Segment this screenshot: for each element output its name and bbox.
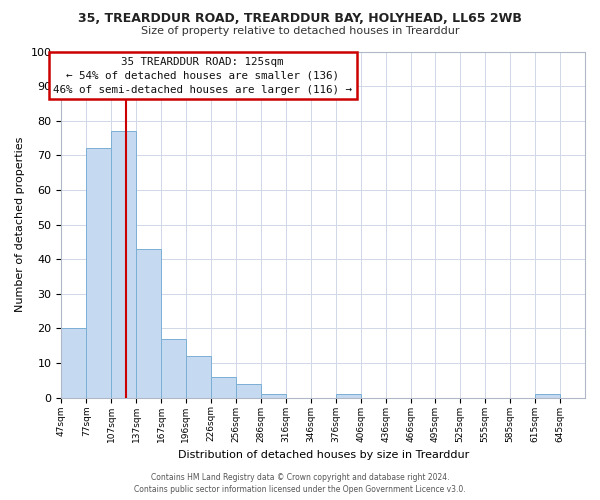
Text: 35 TREARDDUR ROAD: 125sqm
← 54% of detached houses are smaller (136)
46% of semi: 35 TREARDDUR ROAD: 125sqm ← 54% of detac… [53,56,352,94]
Y-axis label: Number of detached properties: Number of detached properties [15,137,25,312]
Bar [335,394,361,398]
Bar [260,394,286,398]
Bar [185,356,211,398]
Text: 35, TREARDDUR ROAD, TREARDDUR BAY, HOLYHEAD, LL65 2WB: 35, TREARDDUR ROAD, TREARDDUR BAY, HOLYH… [78,12,522,26]
Bar [112,131,136,398]
Bar [236,384,260,398]
Bar [136,249,161,398]
Bar [211,377,236,398]
Text: Contains HM Land Registry data © Crown copyright and database right 2024.
Contai: Contains HM Land Registry data © Crown c… [134,473,466,494]
Bar [61,328,86,398]
Text: Size of property relative to detached houses in Trearddur: Size of property relative to detached ho… [141,26,459,36]
Bar [86,148,112,398]
X-axis label: Distribution of detached houses by size in Trearddur: Distribution of detached houses by size … [178,450,469,460]
Bar [161,339,185,398]
Bar [535,394,560,398]
